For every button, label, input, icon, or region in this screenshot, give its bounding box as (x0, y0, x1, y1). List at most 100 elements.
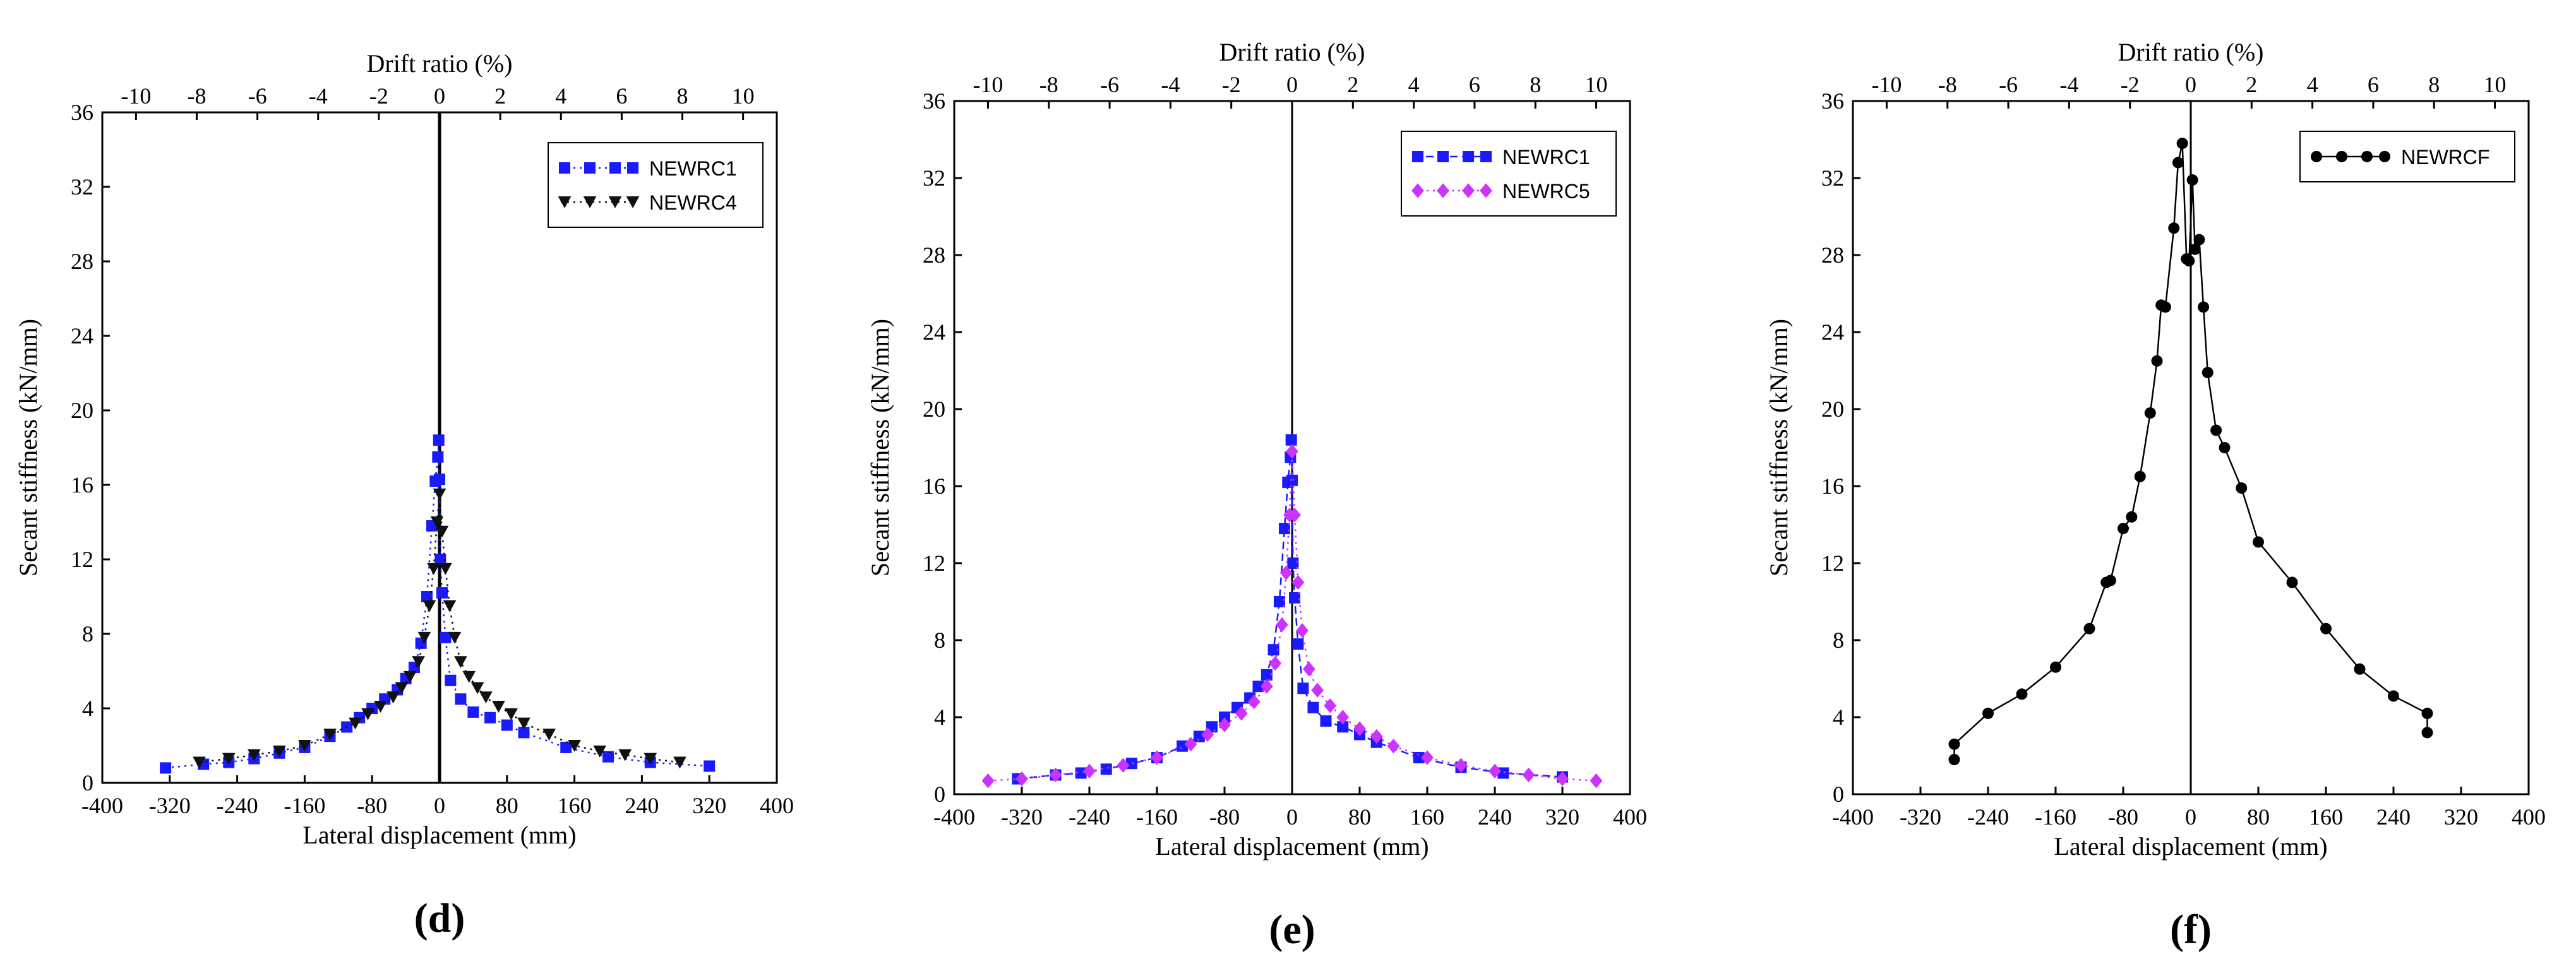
top-x-tick-label: 4 (2307, 72, 2318, 97)
x-tick-label: -320 (1900, 804, 1941, 830)
legend-marker (584, 162, 596, 174)
data-point (1267, 644, 1279, 656)
top-x-tick-label: -10 (973, 72, 1003, 97)
legend-marker (2379, 151, 2390, 162)
data-point (2016, 688, 2028, 700)
data-point (2183, 255, 2195, 267)
data-point (1302, 662, 1315, 677)
data-point (2118, 523, 2129, 535)
legend-marker (558, 196, 572, 208)
legend-item: NEWRC1 (1412, 146, 1590, 169)
x-tick-label: 320 (692, 793, 726, 818)
data-point (1184, 737, 1197, 752)
data-point (568, 740, 581, 752)
series-newrc4 (193, 488, 686, 769)
series-newrc5 (981, 444, 1603, 789)
data-point (2198, 301, 2210, 313)
data-point (2083, 622, 2095, 634)
legend-marker (1412, 151, 1423, 162)
top-x-tick-label: 6 (616, 83, 627, 109)
legend-box (1401, 131, 1617, 217)
data-point (1049, 767, 1062, 783)
x-tick-label: 320 (1545, 804, 1579, 830)
x-tick-label: 240 (2376, 804, 2411, 830)
data-point (1337, 721, 1349, 733)
top-x-tick-label: 6 (1469, 72, 1480, 97)
data-point (430, 516, 444, 528)
data-point (2050, 661, 2061, 673)
data-point (2176, 138, 2188, 150)
x-tick-label: 80 (2247, 804, 2270, 830)
x-tick-label: 400 (2512, 804, 2546, 830)
y-tick-label: 20 (71, 398, 93, 423)
legend: NEWRCF (2299, 131, 2515, 182)
data-point (1075, 767, 1087, 779)
legend-item: NEWRC4 (558, 191, 737, 214)
data-point (2189, 243, 2201, 255)
data-point (1288, 508, 1301, 523)
data-point (1289, 592, 1301, 604)
x-tick-label: 320 (2444, 804, 2478, 830)
top-x-tick-label: 10 (2484, 72, 2507, 97)
top-x-axis-label: Drift ratio (%) (366, 49, 512, 78)
x-tick-label: 400 (1613, 804, 1647, 830)
x-tick-label: -240 (1069, 804, 1110, 830)
x-tick-label: -240 (217, 793, 258, 818)
legend-item: NEWRCF (2311, 146, 2489, 169)
data-point (445, 674, 457, 686)
data-point (247, 749, 261, 761)
x-tick-label: -320 (149, 793, 191, 818)
series-newrc1 (160, 434, 716, 774)
y-axis-label: Secant stiffness (kN/mm) (14, 319, 42, 576)
x-tick-label: 400 (760, 793, 794, 818)
data-point (618, 749, 632, 761)
data-point (1269, 655, 1282, 671)
data-point (1297, 682, 1309, 694)
data-point (470, 682, 484, 694)
top-x-tick-label: 4 (555, 83, 566, 109)
data-point (501, 719, 513, 731)
panel-label: (f) (2170, 907, 2212, 953)
data-point (593, 745, 606, 758)
top-x-tick-label: 10 (732, 83, 755, 109)
top-x-tick-label: -8 (1039, 72, 1058, 97)
data-point (440, 631, 452, 643)
data-point (1336, 710, 1350, 725)
top-x-tick-label: 0 (1286, 72, 1298, 97)
x-tick-label: 160 (558, 793, 592, 818)
data-marks (160, 434, 716, 774)
y-tick-label: 28 (923, 242, 945, 268)
top-x-tick-label: 0 (2185, 72, 2196, 97)
data-point (1286, 444, 1298, 459)
top-x-tick-label: 0 (434, 83, 445, 109)
data-point (644, 753, 657, 765)
y-tick-label: 0 (82, 770, 93, 795)
legend-marker (1480, 151, 1492, 162)
y-tick-label: 16 (71, 472, 93, 497)
data-point (1177, 740, 1189, 752)
x-tick-label: -400 (81, 793, 123, 818)
y-tick-label: 20 (1821, 396, 1844, 422)
data-point (981, 773, 995, 789)
y-tick-label: 12 (1821, 551, 1844, 576)
data-point (417, 631, 431, 644)
data-point (1421, 750, 1434, 765)
data-point (395, 682, 409, 694)
data-point (2151, 355, 2163, 367)
data-point (467, 706, 479, 718)
data-point (1353, 721, 1366, 736)
x-tick-label: 240 (625, 793, 659, 818)
data-point (421, 591, 433, 602)
x-tick-label: 0 (434, 793, 445, 818)
data-point (1413, 752, 1425, 764)
data-point (1285, 434, 1297, 446)
data-point (273, 745, 286, 758)
data-point (193, 756, 206, 769)
legend: NEWRC1 NEWRC5 (1401, 131, 1617, 217)
data-point (1218, 717, 1231, 732)
data-point (1311, 682, 1324, 698)
top-x-axis-label: Drift ratio (%) (1219, 38, 1365, 66)
data-point (602, 751, 614, 763)
y-tick-label: 32 (923, 165, 945, 191)
x-tick-label: -400 (933, 804, 975, 830)
